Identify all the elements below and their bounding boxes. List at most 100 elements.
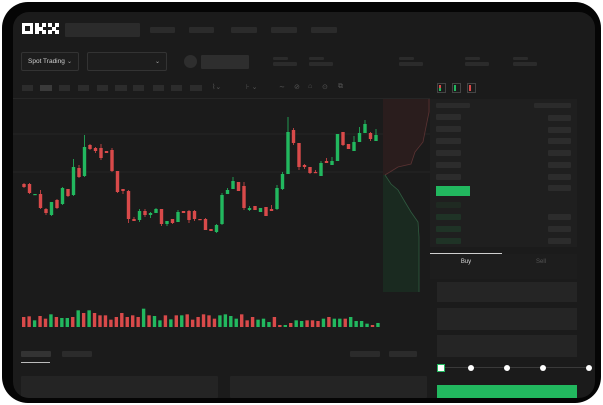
slider-stop-50[interactable] — [504, 365, 510, 371]
settings-icon[interactable]: ⊙ — [322, 84, 328, 91]
interval-1[interactable] — [22, 85, 33, 91]
interval-2[interactable] — [40, 85, 52, 91]
volume-bar — [27, 316, 31, 327]
volume-bar — [376, 323, 380, 327]
candle-body — [335, 134, 340, 161]
line-draw-icon[interactable]: ∼ — [279, 84, 285, 91]
volume-bar — [180, 315, 184, 327]
candle-body — [225, 190, 230, 194]
ask-row-amount[interactable] — [548, 150, 571, 156]
volume-bar — [261, 318, 266, 327]
ask-row-price[interactable] — [436, 114, 461, 120]
filter-control[interactable] — [389, 351, 417, 357]
fullscreen-icon[interactable]: ⧉ — [338, 83, 343, 90]
candle-body — [88, 145, 92, 149]
market-type-dropdown[interactable]: Spot Trading ⌄ — [21, 52, 79, 71]
volume-bar — [109, 319, 113, 327]
camera-icon[interactable]: ⌂ — [308, 83, 313, 90]
price-chart[interactable] — [13, 12, 595, 398]
candle-body — [374, 135, 378, 141]
book-bids-icon[interactable] — [452, 83, 461, 93]
tab-buy[interactable]: Buy — [460, 259, 472, 265]
book-asks-icon[interactable] — [467, 83, 476, 93]
ask-row-amount[interactable] — [548, 185, 571, 191]
ask-row-price[interactable] — [436, 126, 461, 132]
volume-bar — [256, 319, 260, 327]
interval-3[interactable] — [59, 85, 70, 91]
pair-dropdown[interactable]: ⌄ — [87, 52, 167, 71]
bid-row-amount[interactable] — [548, 226, 571, 232]
interval-5[interactable] — [97, 85, 108, 91]
ask-row-price[interactable] — [436, 174, 461, 180]
ask-row-amount[interactable] — [548, 138, 571, 144]
candle-body — [280, 174, 285, 189]
depth-asks-area — [383, 99, 430, 175]
amount-input[interactable] — [437, 308, 577, 330]
stat-label — [465, 57, 480, 60]
tab-order-history[interactable] — [62, 351, 92, 357]
logo-block — [22, 23, 33, 34]
slider-handle[interactable] — [437, 364, 445, 372]
bid-row-amount[interactable] — [548, 238, 571, 244]
bid-row-price[interactable] — [436, 214, 461, 220]
bid-row-price[interactable] — [436, 238, 461, 244]
volume-bar — [174, 315, 178, 327]
interval-7[interactable] — [133, 85, 144, 91]
nav-item[interactable] — [231, 27, 257, 33]
ask-row-price[interactable] — [436, 138, 461, 144]
depth-bids-line — [384, 174, 420, 292]
bid-row-amount[interactable] — [548, 214, 571, 220]
volume-bar — [163, 315, 168, 327]
volume-bar — [152, 316, 157, 327]
stat-label — [513, 57, 528, 60]
nav-item[interactable] — [189, 27, 214, 33]
interval-6[interactable] — [115, 85, 127, 91]
volume-bar — [370, 325, 375, 327]
candle-body — [137, 211, 142, 220]
volume-bar — [283, 325, 287, 327]
interval-8[interactable] — [153, 85, 164, 91]
ask-row-amount[interactable] — [548, 127, 571, 133]
bid-row-price[interactable] — [436, 226, 461, 232]
ask-row-amount[interactable] — [548, 174, 571, 180]
buy-submit-button[interactable] — [437, 385, 577, 398]
search-bar[interactable] — [65, 23, 140, 37]
volume-bar — [38, 316, 42, 327]
interval-9[interactable] — [171, 85, 182, 91]
ask-row-amount[interactable] — [548, 162, 571, 168]
slider-track[interactable] — [441, 367, 591, 368]
candle-body — [99, 148, 103, 158]
nav-item[interactable] — [150, 27, 175, 33]
total-input[interactable] — [437, 335, 577, 357]
volume-bar — [92, 313, 97, 327]
ask-row-amount[interactable] — [548, 115, 571, 121]
volume-bar — [87, 310, 91, 327]
ask-row-price[interactable] — [436, 162, 461, 168]
volume-bar — [338, 318, 342, 327]
ask-row-price[interactable] — [436, 150, 461, 156]
tab-open-orders[interactable] — [21, 351, 51, 357]
nav-item[interactable] — [311, 27, 337, 33]
price-input[interactable] — [437, 282, 577, 302]
interval-10[interactable] — [190, 85, 202, 91]
market-type-label: Spot Trading — [28, 58, 65, 65]
stat-value — [513, 62, 537, 66]
candle-type-icon[interactable]: ⌇⌄ — [212, 84, 222, 91]
candle-body — [341, 132, 345, 145]
indicator-icon[interactable]: ⊦ ⌄ — [246, 84, 258, 91]
interval-4[interactable] — [78, 85, 89, 91]
nav-item[interactable] — [271, 27, 297, 33]
okx-logo[interactable] — [22, 23, 59, 34]
tab-sell[interactable]: Sell — [535, 259, 546, 265]
volume-bar — [218, 315, 222, 327]
chevron-down-icon: ⌄ — [66, 59, 72, 65]
filter-control[interactable] — [350, 351, 380, 357]
slider-stop-25[interactable] — [468, 365, 474, 371]
bid-row-price[interactable] — [436, 202, 461, 208]
candle-body — [192, 211, 197, 219]
slider-stop-75[interactable] — [540, 365, 546, 371]
ruler-icon[interactable]: ⊘ — [294, 84, 300, 91]
book-both-icon[interactable] — [437, 83, 446, 93]
slider-stop-100[interactable] — [586, 365, 592, 371]
volume-bar — [278, 325, 282, 327]
